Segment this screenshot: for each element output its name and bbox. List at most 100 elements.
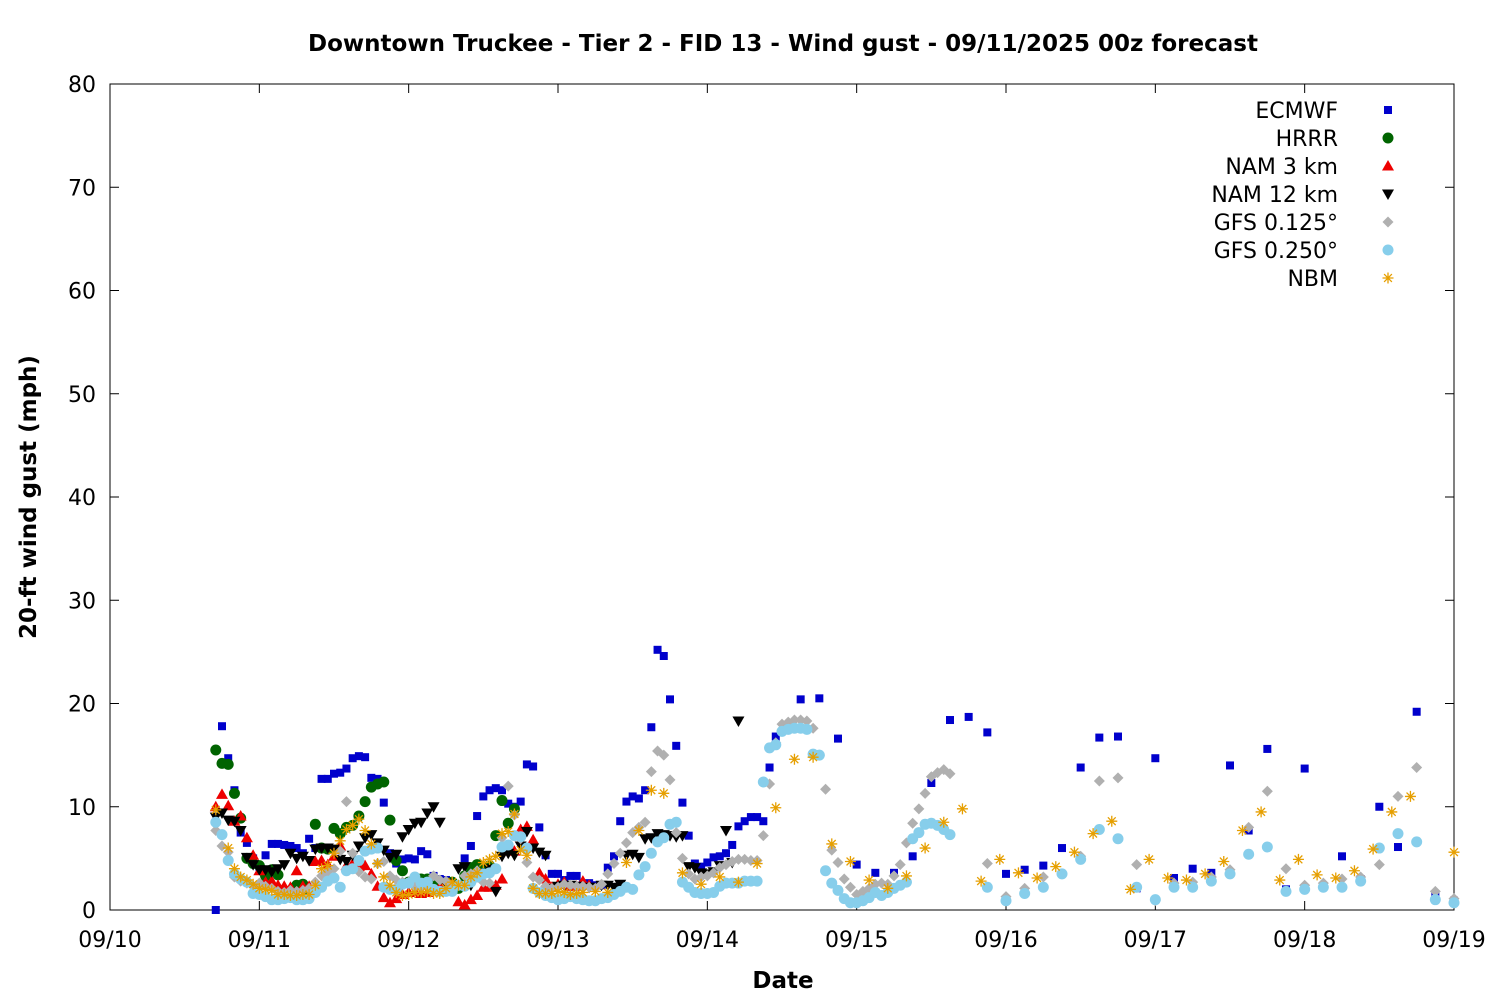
data-point <box>240 852 253 864</box>
data-point <box>384 814 396 826</box>
data-point <box>297 889 309 901</box>
data-point <box>1280 863 1292 875</box>
data-point <box>459 879 471 891</box>
data-point <box>1375 802 1384 811</box>
data-point <box>516 797 525 806</box>
data-point <box>359 796 371 808</box>
data-point <box>1180 874 1192 886</box>
data-point <box>956 803 968 815</box>
data-point <box>1274 874 1286 886</box>
data-point <box>403 889 415 901</box>
data-point <box>981 858 993 870</box>
y-tick-label: 50 <box>68 383 96 408</box>
data-point <box>927 779 936 788</box>
x-axis-label: Date <box>752 968 813 994</box>
data-point <box>1348 865 1360 877</box>
data-point <box>1261 785 1273 797</box>
data-point <box>384 879 396 891</box>
data-point <box>614 847 626 859</box>
y-tick-label: 80 <box>68 73 96 98</box>
y-axis-label: 20-ft wind gust (mph) <box>16 355 42 639</box>
data-point <box>330 769 338 778</box>
data-point <box>372 842 384 854</box>
data-point <box>1037 881 1049 893</box>
data-point <box>502 780 514 792</box>
data-point <box>882 882 894 894</box>
data-point <box>352 841 365 852</box>
data-point <box>678 798 687 807</box>
legend-label: NAM 3 km <box>1225 155 1338 180</box>
data-point <box>427 802 440 813</box>
data-point <box>628 792 637 801</box>
data-point <box>1151 754 1160 763</box>
data-point <box>222 854 234 866</box>
data-point <box>603 863 612 872</box>
data-point <box>316 863 328 875</box>
data-point <box>266 884 278 896</box>
data-point <box>732 876 744 888</box>
data-point <box>353 854 365 866</box>
data-point <box>508 808 520 820</box>
data-point <box>415 817 428 829</box>
data-point <box>697 862 706 871</box>
data-point <box>317 774 326 783</box>
legend-label: GFS 0.250° <box>1214 239 1338 264</box>
data-point <box>496 828 508 840</box>
data-point <box>428 887 440 899</box>
data-point <box>296 851 309 863</box>
legend-label: ECMWF <box>1255 99 1338 124</box>
data-point <box>347 819 359 831</box>
data-point <box>1187 881 1199 893</box>
x-tick-label: 09/11 <box>228 928 291 953</box>
data-point <box>826 877 838 889</box>
legend-label: NAM 12 km <box>1211 183 1338 208</box>
data-point <box>664 774 676 786</box>
y-tick-label: 20 <box>68 693 96 718</box>
data-point <box>645 847 657 859</box>
data-point <box>272 869 284 881</box>
data-point <box>234 825 247 837</box>
data-point <box>826 838 838 850</box>
data-point <box>280 840 289 849</box>
data-point <box>813 749 825 761</box>
data-point <box>1338 852 1346 861</box>
legend: ECMWF HRRR NAM 3 km NAM 12 km GFS 0.125° GFS … <box>1211 99 1394 292</box>
data-point <box>398 855 407 864</box>
data-point <box>1112 772 1124 784</box>
data-point <box>1087 828 1099 840</box>
data-point <box>714 871 726 883</box>
data-point <box>423 850 432 859</box>
data-point <box>477 857 489 869</box>
data-point <box>521 849 533 861</box>
data-point <box>1448 846 1460 858</box>
data-point <box>465 871 477 883</box>
data-point <box>404 854 413 863</box>
data-point <box>1448 897 1460 909</box>
y-tick-label: 40 <box>68 486 96 511</box>
data-point <box>1411 836 1423 848</box>
data-point <box>228 816 241 828</box>
data-point <box>210 744 222 756</box>
data-point <box>1031 872 1043 884</box>
data-point <box>634 794 643 803</box>
data-point <box>421 885 433 897</box>
data-point <box>626 849 639 861</box>
data-point <box>485 786 494 795</box>
data-point <box>676 852 688 864</box>
data-point <box>379 798 388 807</box>
data-point <box>732 716 745 728</box>
data-point <box>558 886 570 898</box>
data-point <box>409 886 421 898</box>
data-point <box>1050 861 1062 873</box>
y-tick-label: 0 <box>82 899 96 924</box>
data-point <box>336 768 345 777</box>
data-point <box>610 852 618 861</box>
data-point <box>415 886 427 898</box>
data-point <box>378 855 390 867</box>
data-point <box>458 862 471 873</box>
data-point <box>484 853 496 865</box>
data-point <box>1106 815 1118 827</box>
data-point <box>1205 875 1217 887</box>
legend-marker <box>1382 132 1394 144</box>
data-point <box>658 832 670 844</box>
